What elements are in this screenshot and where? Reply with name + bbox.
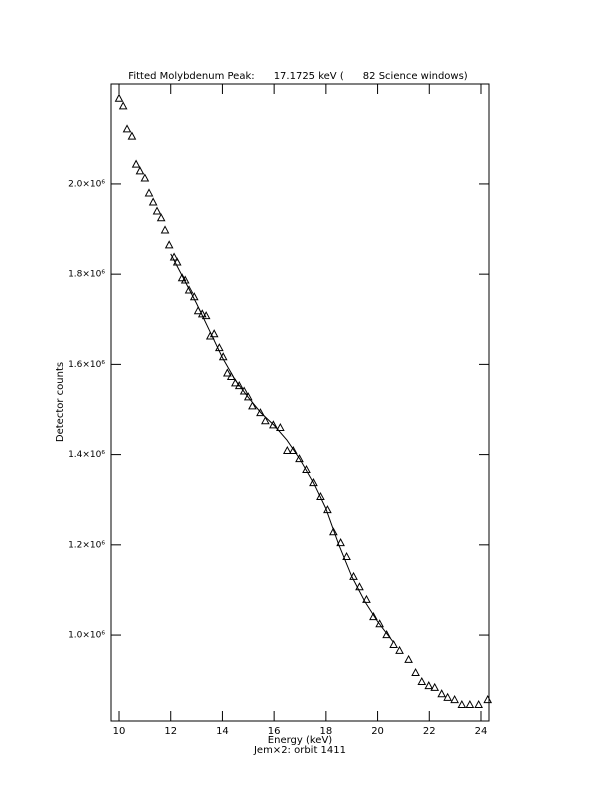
- x-tick-label: 10: [113, 726, 126, 737]
- data-point: [302, 464, 311, 473]
- chart-title: Fitted Molybdenum Peak: 17.1725 keV ( 82…: [128, 71, 468, 82]
- data-point: [465, 699, 475, 709]
- data-point: [243, 392, 253, 401]
- x-tick-label: 14: [216, 726, 229, 737]
- data-point: [201, 311, 211, 320]
- data-point: [309, 478, 318, 487]
- data-point: [209, 329, 219, 338]
- data-point: [382, 630, 391, 639]
- data-point: [342, 552, 351, 561]
- data-point: [223, 368, 232, 377]
- y-tick-label: 1.8×10⁶: [68, 270, 105, 280]
- data-point: [152, 206, 162, 215]
- x-tick-label: 24: [475, 726, 488, 737]
- data-point: [177, 273, 187, 282]
- data-point: [369, 612, 378, 621]
- data-point: [404, 654, 413, 663]
- data-point: [148, 197, 158, 206]
- y-tick-label: 1.4×10⁶: [68, 450, 105, 460]
- data-point: [457, 699, 467, 709]
- data-point: [288, 445, 298, 455]
- x-tick-label: 18: [319, 726, 332, 737]
- data-point: [248, 401, 257, 410]
- data-point: [140, 173, 150, 182]
- data-point: [443, 692, 452, 701]
- x-tick-label: 12: [164, 726, 177, 737]
- plot-frame: [110, 83, 490, 722]
- data-point: [127, 131, 137, 140]
- data-point: [483, 695, 493, 704]
- data-point: [256, 408, 265, 417]
- data-point: [160, 225, 170, 234]
- y-tick-label: 1.6×10⁶: [68, 360, 105, 370]
- x-tick-label: 20: [371, 726, 384, 737]
- data-point: [474, 699, 483, 709]
- data-point: [424, 681, 434, 690]
- data-point: [430, 682, 440, 691]
- data-point: [114, 93, 124, 102]
- data-point: [118, 101, 128, 110]
- data-point: [172, 257, 182, 266]
- y-tick-label: 2.0×10⁶: [68, 179, 105, 189]
- x-axis-label: Energy (keV): [268, 735, 333, 746]
- data-point: [417, 676, 427, 686]
- data-point: [295, 454, 304, 463]
- y-tick-label: 1.2×10⁶: [68, 540, 105, 550]
- data-point: [411, 667, 420, 677]
- data-point: [239, 386, 249, 395]
- data-point: [316, 492, 325, 501]
- y-tick-label: 1.0×10⁶: [68, 631, 105, 641]
- data-point: [135, 166, 145, 175]
- data-point: [122, 124, 132, 133]
- data-point: [355, 582, 364, 591]
- data-point: [131, 159, 141, 168]
- data-point: [164, 240, 174, 249]
- data-point: [261, 416, 270, 425]
- subtitle: Jem×2: orbit 1411: [253, 745, 346, 756]
- data-point: [156, 213, 166, 222]
- x-tick-label: 22: [423, 726, 436, 737]
- data-point: [395, 645, 404, 654]
- data-point: [282, 445, 292, 455]
- data-point: [450, 695, 459, 704]
- data-point: [184, 285, 194, 294]
- data-point: [234, 381, 244, 390]
- y-axis-label: Detector counts: [55, 362, 66, 442]
- data-point: [269, 420, 278, 429]
- data-point: [197, 309, 207, 318]
- data-point: [336, 538, 345, 547]
- data-point: [180, 275, 190, 284]
- fit-line: [170, 253, 394, 643]
- x-tick-label: 16: [268, 726, 281, 737]
- data-point: [329, 527, 338, 536]
- data-point: [144, 188, 154, 197]
- data-point: [375, 619, 384, 628]
- data-point: [437, 689, 447, 698]
- data-point: [276, 422, 285, 432]
- data-point: [362, 594, 371, 603]
- data-point: [389, 639, 398, 649]
